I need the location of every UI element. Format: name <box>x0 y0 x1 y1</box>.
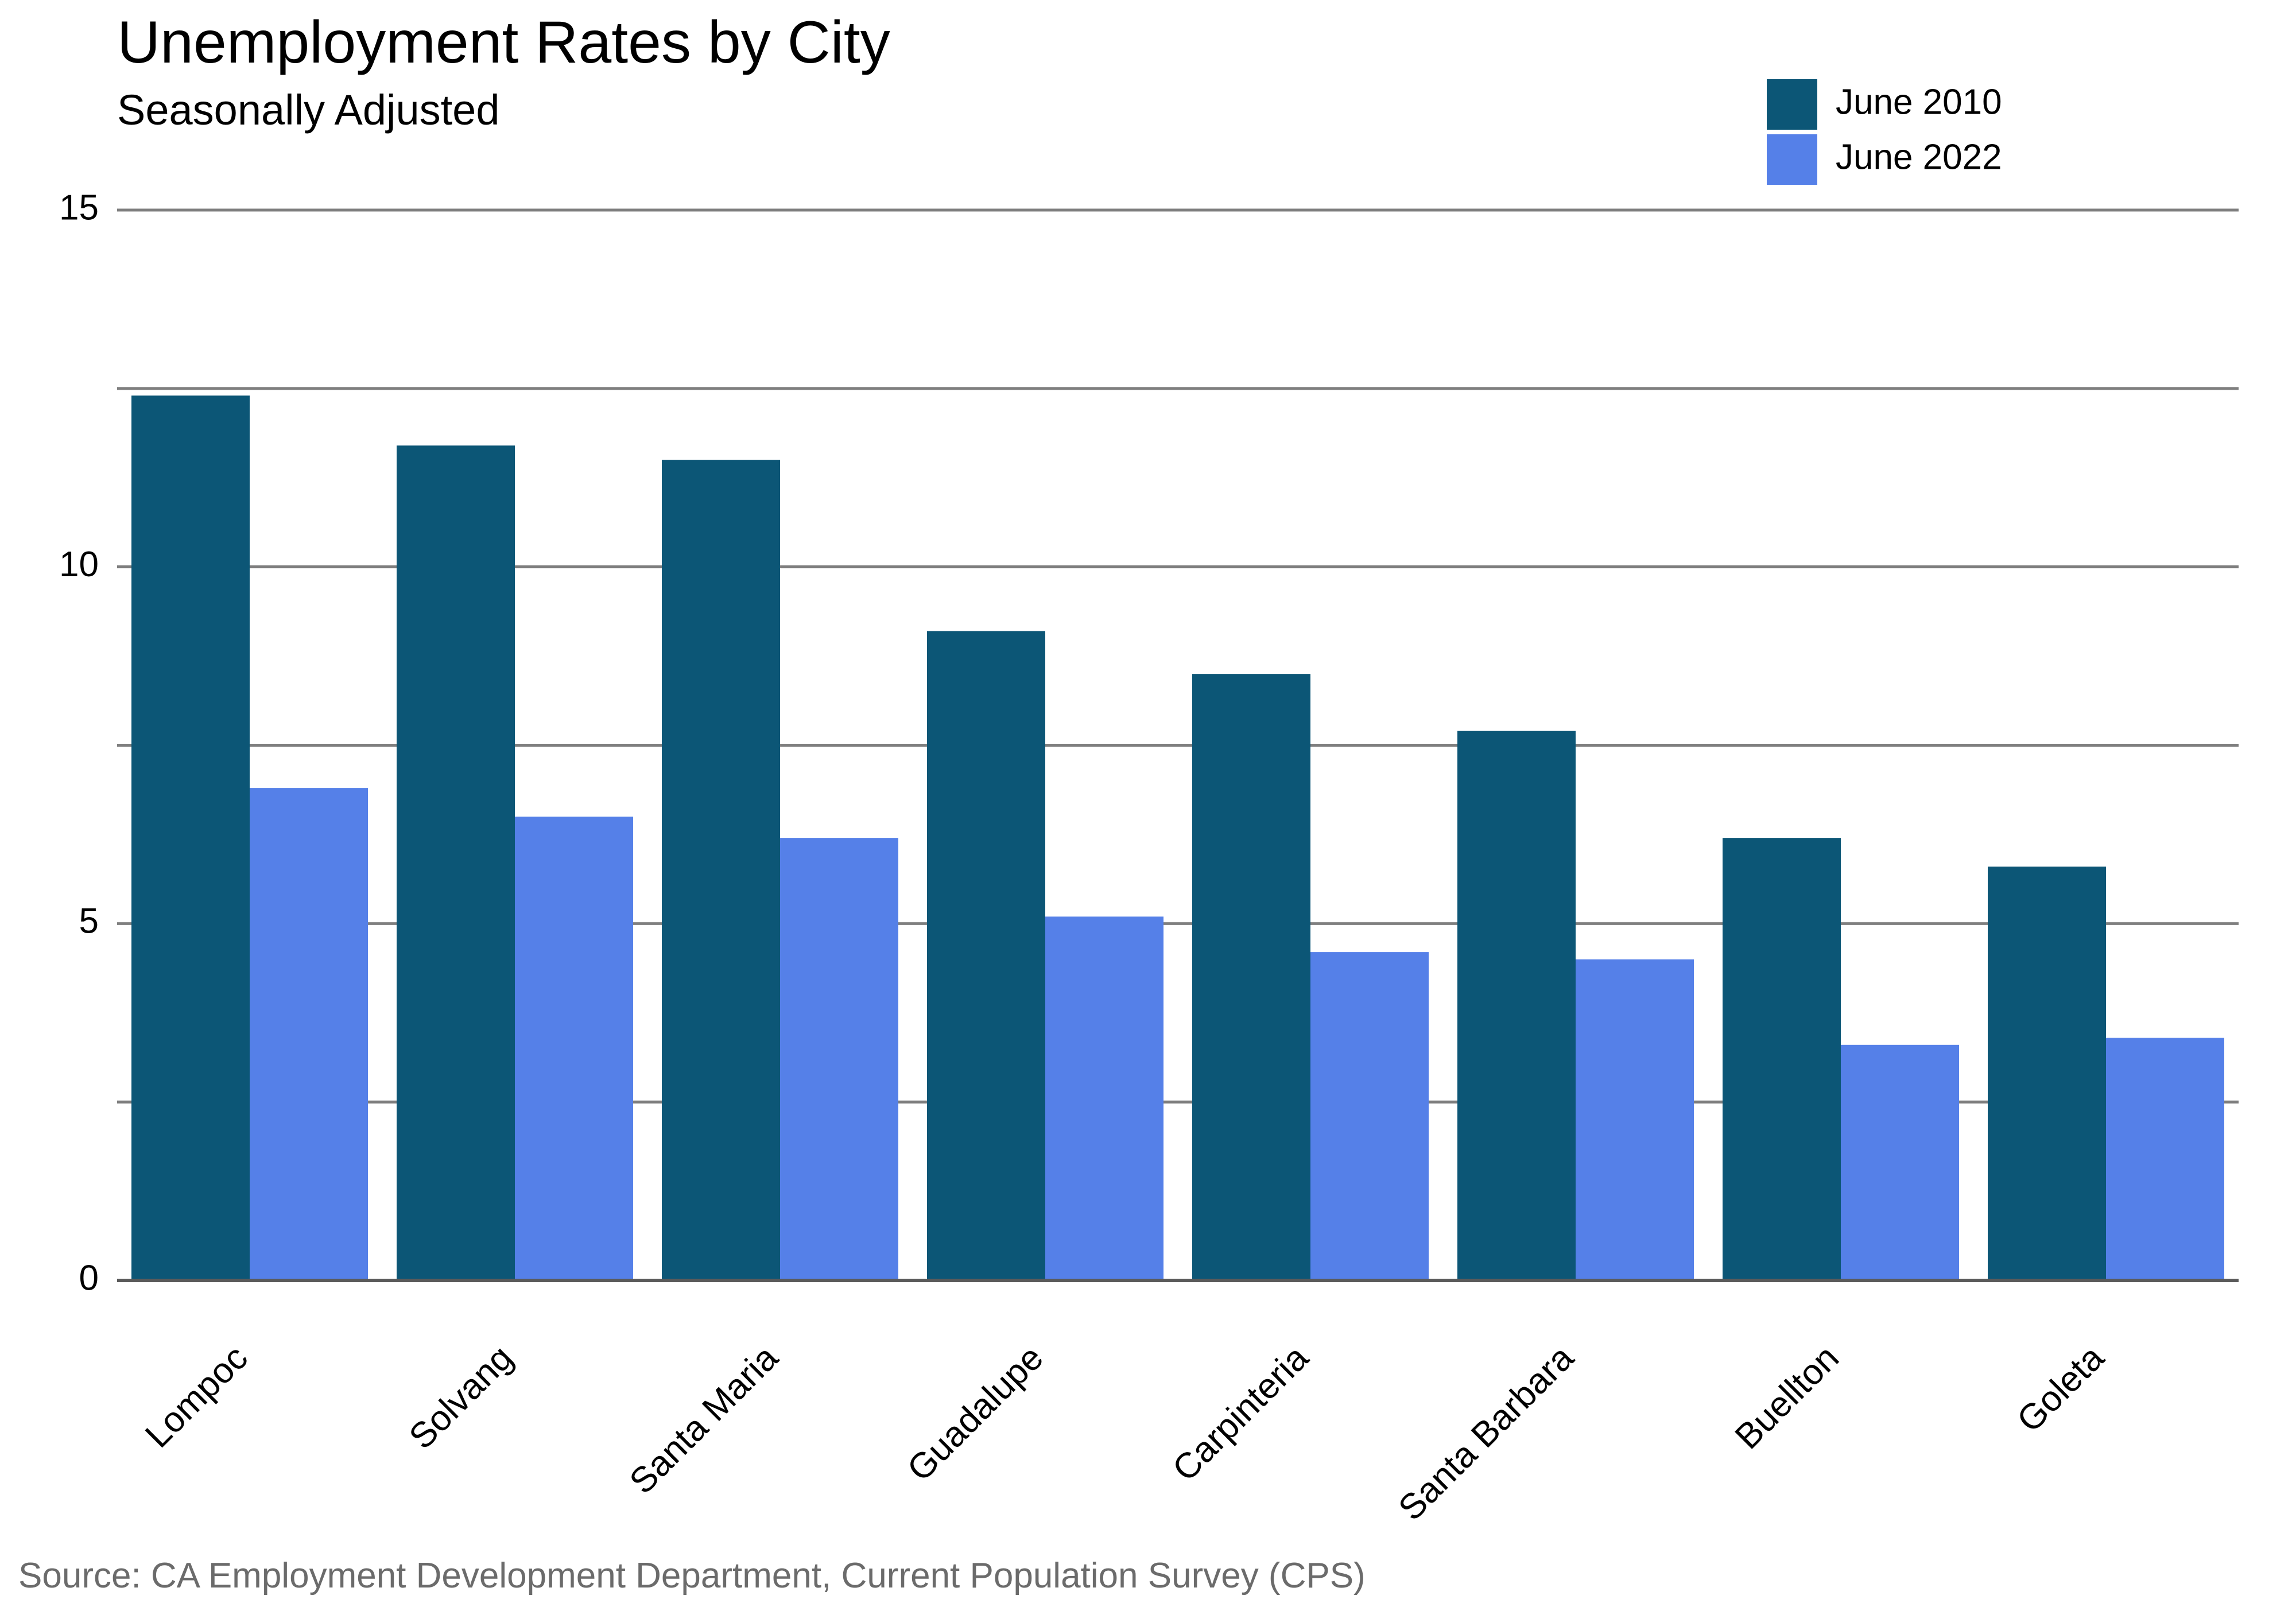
y-axis-ticks: 0 5 10 15 <box>59 188 99 1298</box>
bar-june-2022 <box>1841 1045 1959 1280</box>
x-category-label: Goleta <box>2010 1338 2112 1440</box>
bar-june-2010 <box>1457 731 1576 1280</box>
bar-june-2022 <box>515 816 633 1280</box>
y-tick-label: 15 <box>59 188 99 227</box>
legend-swatch <box>1767 79 1817 130</box>
x-category-label: Guadalupe <box>900 1338 1051 1489</box>
legend-swatch <box>1767 134 1817 185</box>
x-category-label: Carpinteria <box>1165 1338 1317 1489</box>
chart-subtitle: Seasonally Adjusted <box>117 86 500 134</box>
y-tick-label: 5 <box>79 902 99 941</box>
bar-june-2010 <box>662 460 780 1280</box>
bar-june-2010 <box>927 631 1045 1280</box>
legend-label: June 2022 <box>1836 137 2002 177</box>
x-category-label: Santa Barbara <box>1391 1338 1581 1528</box>
legend: June 2010 June 2022 <box>1767 79 2002 185</box>
bars <box>117 395 2239 1282</box>
bar-june-2010 <box>1192 674 1310 1280</box>
x-category-label: Lompoc <box>138 1338 255 1455</box>
bar-june-2010 <box>131 395 250 1281</box>
x-category-label: Solvang <box>402 1338 521 1457</box>
bar-june-2010 <box>1988 866 2106 1280</box>
bar-june-2010 <box>1723 838 1841 1280</box>
x-category-label: Buellton <box>1728 1338 1847 1457</box>
source-note: Source: CA Employment Development Depart… <box>18 1556 1366 1596</box>
bar-june-2022 <box>2106 1038 2224 1280</box>
bar-june-2010 <box>397 445 515 1280</box>
bar-june-2022 <box>1310 952 1429 1280</box>
bar-june-2022 <box>780 838 898 1280</box>
y-tick-label: 0 <box>79 1258 99 1298</box>
x-category-label: Santa Maria <box>622 1338 786 1502</box>
bar-june-2022 <box>1576 959 1694 1280</box>
y-tick-label: 10 <box>59 545 99 584</box>
bar-june-2022 <box>250 788 368 1280</box>
bar-june-2022 <box>1045 916 1163 1280</box>
chart-title: Unemployment Rates by City <box>117 9 890 76</box>
legend-label: June 2010 <box>1836 82 2002 122</box>
x-axis-categories: Lompoc Solvang Santa Maria Guadalupe Carpint… <box>138 1338 2112 1528</box>
